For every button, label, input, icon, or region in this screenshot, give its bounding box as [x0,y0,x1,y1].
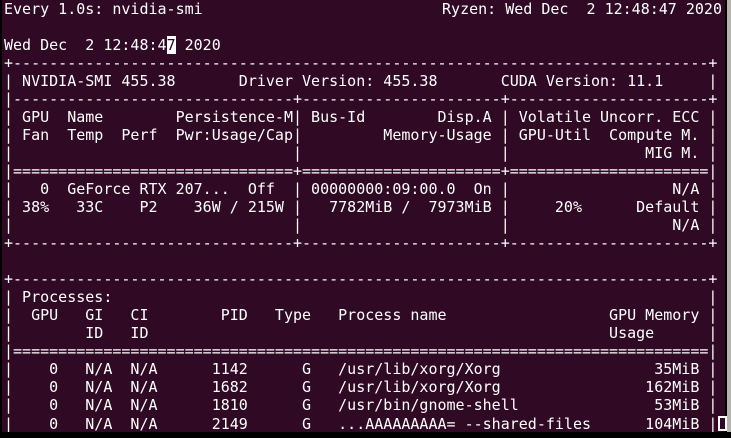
process-row-text: | 0 N/A N/A 2149 G ...AAAAAAAAA= --share… [4,415,718,433]
smi-processes-header-row2: | ID ID Usage | [4,324,718,342]
smi-gpu-table-bottom-border: +-------------------------------+-------… [4,234,718,252]
process-row: | 0 N/A N/A 1142 G /usr/lib/xorg/Xorg 35… [4,360,718,378]
smi-header-separator: |===============================+=======… [4,162,718,180]
date-output-line: Wed Dec 2 12:48:47 2020 [4,36,725,54]
process-row: | 0 N/A N/A 1810 G /usr/bin/gnome-shell … [4,396,718,414]
scrollbar[interactable] [727,0,731,434]
smi-gpu-header-row2: | Fan Temp Perf Pwr:Usage/Cap| Memory-Us… [4,126,718,144]
smi-processes-separator: |=======================================… [4,342,718,360]
date-text-before-cursor: Wed Dec 2 12:48:4 [4,36,167,54]
smi-processes-title: | Processes: | [4,288,718,306]
smi-gpu-data-row2: | 38% 33C P2 36W / 215W | 7782MiB / 7973… [4,198,718,216]
watch-host-datetime: Ryzen: Wed Dec 2 12:48:47 2020 [442,0,722,18]
process-row: | 0 N/A N/A 1682 G /usr/lib/xorg/Xorg 16… [4,378,718,396]
process-row-last: | 0 N/A N/A 2149 G ...AAAAAAAAA= --share… [4,414,728,433]
blank-line [4,252,725,270]
smi-gpu-data-row3: | | | N/A | [4,216,718,234]
blank-line [4,18,725,36]
inactive-terminal-cursor [718,416,728,431]
watch-interval-command: Every 1.0s: nvidia-smi [4,0,203,18]
smi-divider: |-------------------------------+-------… [4,90,718,108]
smi-processes-header-row1: | GPU GI CI PID Type Process name GPU Me… [4,306,718,324]
smi-gpu-header-row3: | | | MIG M. | [4,144,718,162]
smi-top-border: +---------------------------------------… [4,54,718,72]
smi-version-line: | NVIDIA-SMI 455.38 Driver Version: 455.… [4,72,718,90]
smi-gpu-header-row1: | GPU Name Persistence-M| Bus-Id Disp.A … [4,108,718,126]
window-bottom-border [0,432,731,438]
watch-header-line: Every 1.0s: nvidia-smi Ryzen: Wed Dec 2 … [4,0,725,18]
date-text-after-cursor: 2020 [175,36,221,54]
smi-gpu-data-row1: | 0 GeForce RTX 207... Off | 00000000:09… [4,180,718,198]
smi-processes-top-border: +---------------------------------------… [4,270,718,288]
block-cursor: 7 [166,36,176,54]
window-left-border [0,0,2,438]
